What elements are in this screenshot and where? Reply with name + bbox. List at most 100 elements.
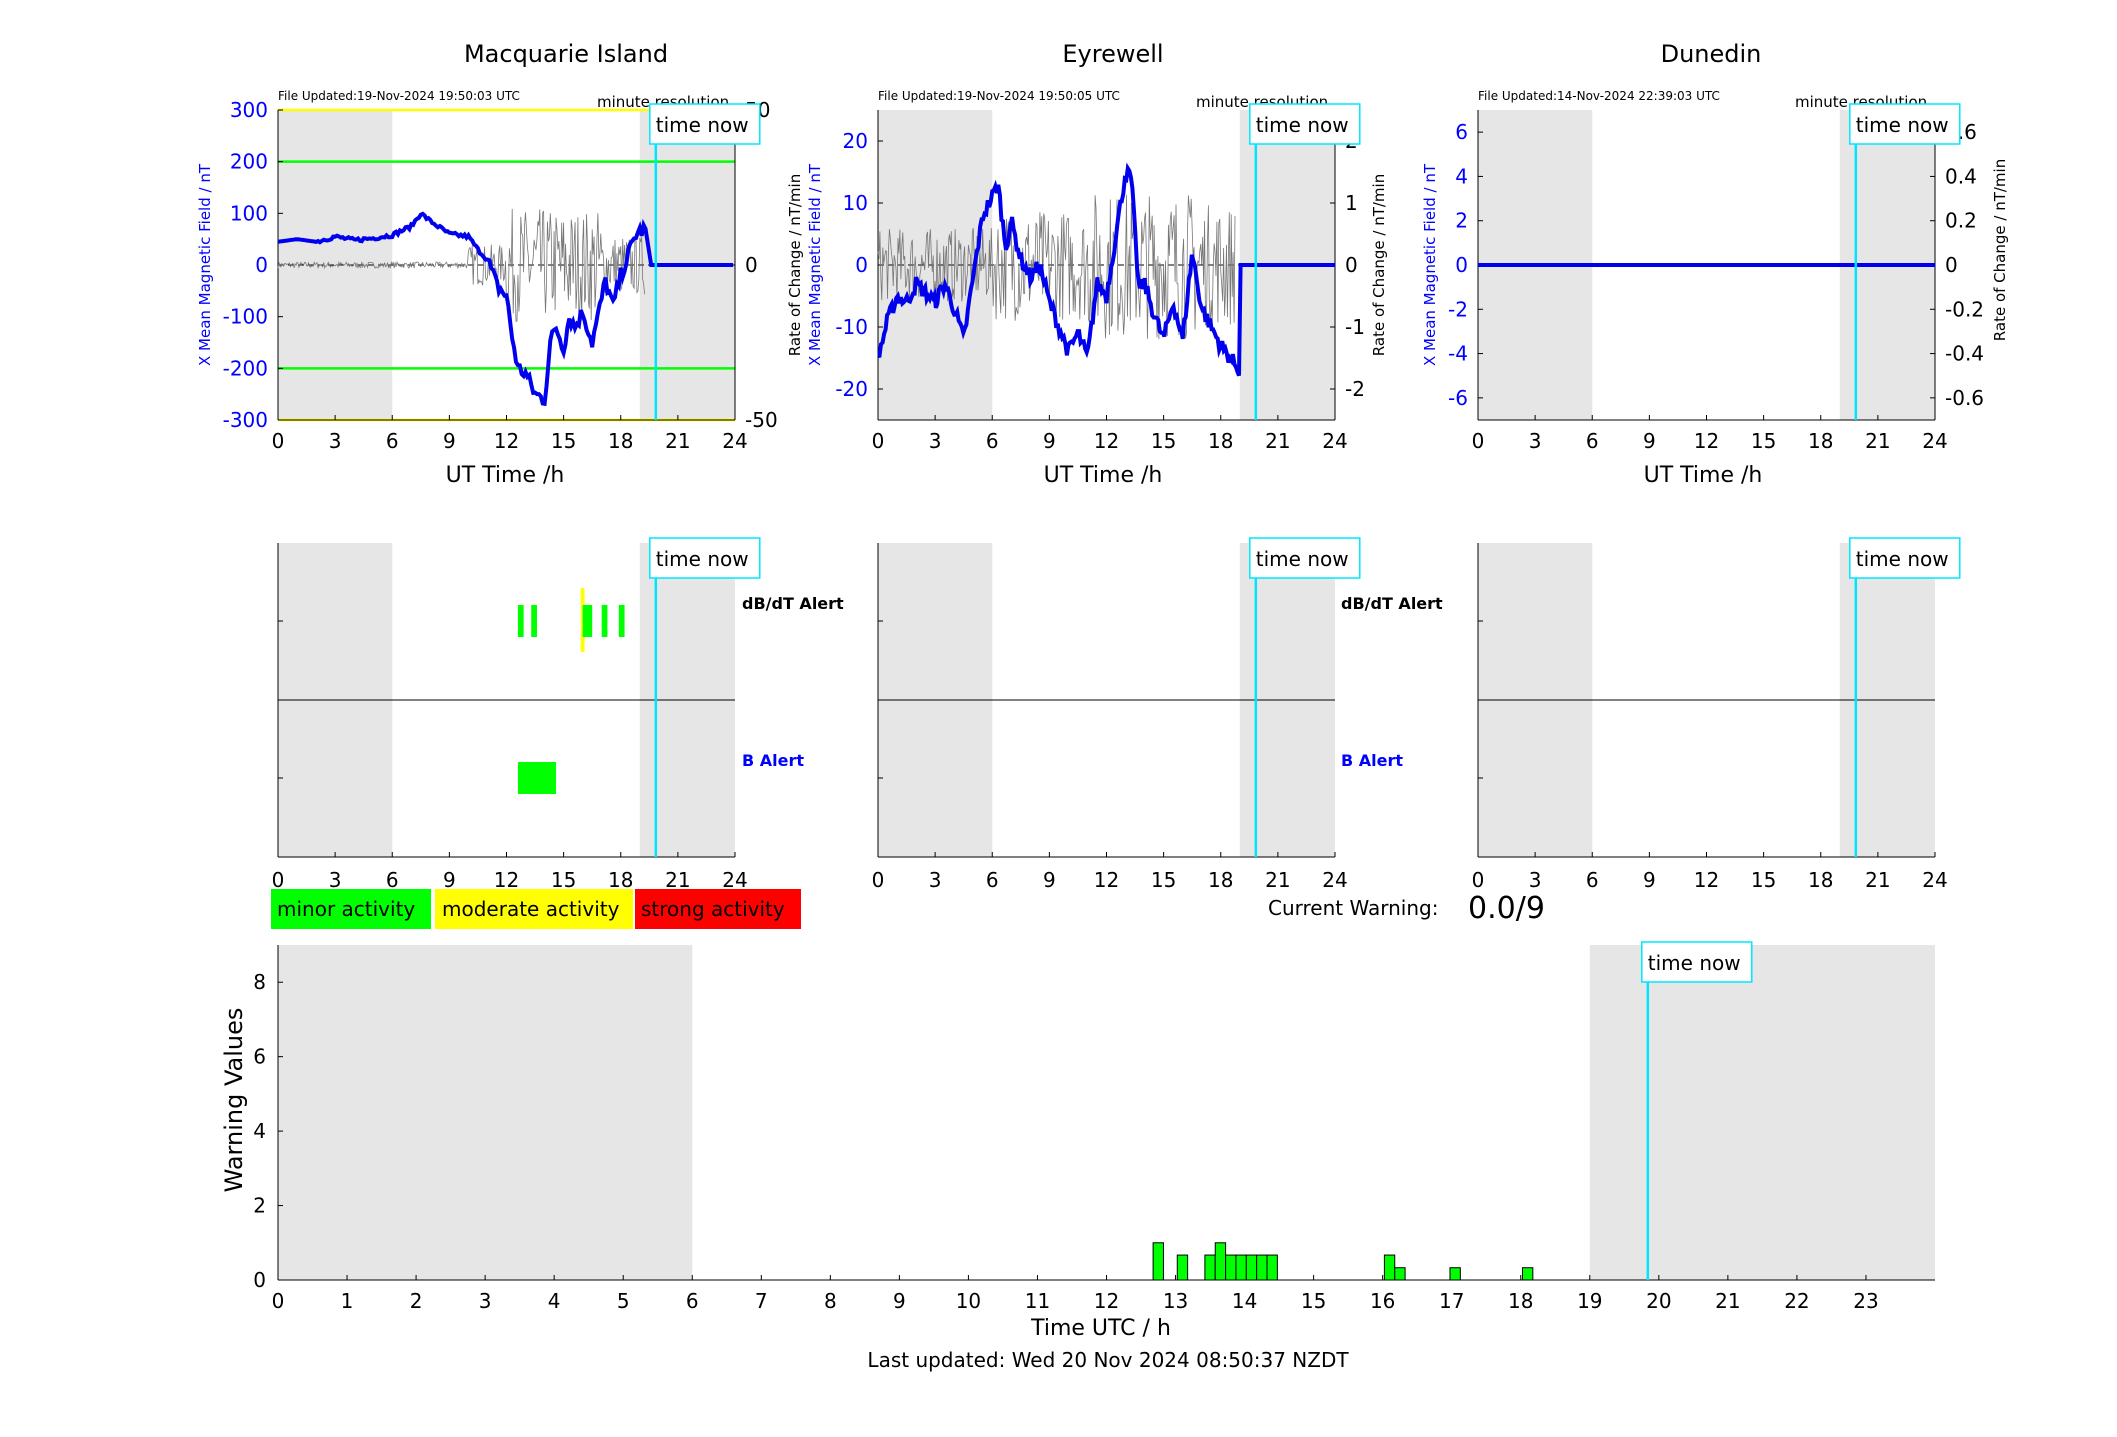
time-now-label: time now [656, 547, 749, 571]
warning-bar [1204, 1254, 1216, 1281]
warning-bar [1225, 1254, 1237, 1281]
x-axis-label: UT Time /h [1644, 463, 1763, 488]
dbdt-alert-bar [618, 605, 625, 637]
x-tick-label: 6 [1586, 868, 1599, 892]
x-tick-label: 21 [665, 429, 690, 453]
warning-bar [1256, 1254, 1268, 1281]
x-tick-label: 9 [1043, 429, 1056, 453]
x-tick-label: 24 [1922, 429, 1947, 453]
alert-panel-3: 0 3 6 9 12 15 18 21 24 time now [1472, 537, 1961, 892]
activity-legend: minor activity moderate activity strong … [271, 889, 801, 929]
y-right-tick-label: 0 [745, 253, 758, 277]
x-tick-label: 21 [665, 868, 690, 892]
y-right-tick-label: 0.2 [1945, 209, 1977, 233]
y-tick-label: -200 [223, 356, 268, 380]
y-axis-label-secondary: Rate of Change / nT/min [786, 174, 804, 356]
x-tick-label: 18 [1808, 429, 1833, 453]
x-tick-label: 7 [755, 1289, 768, 1313]
time-now-label: time now [656, 113, 749, 137]
x-tick-label: 9 [893, 1289, 906, 1313]
x-tick-label: 12 [1694, 429, 1719, 453]
legend-moderate-swatch [435, 889, 633, 929]
y-right-tick-label: -0.2 [1945, 297, 1984, 321]
y-tick-label: 300 [230, 98, 268, 122]
y-right-tick-label: 0.4 [1945, 164, 1977, 188]
night-shading [1589, 945, 1935, 1280]
y-tick-label: -2 [1448, 297, 1468, 321]
alert-panel-1: 0 3 6 9 12 15 18 21 24 time now [272, 537, 761, 892]
time-now-label: time now [1256, 113, 1349, 137]
x-tick-label: 5 [617, 1289, 630, 1313]
dbdt-alert-bar [601, 605, 608, 637]
dbdt-alert-bar [531, 605, 537, 637]
x-tick-label: 12 [1094, 868, 1119, 892]
x-tick-label: 15 [1151, 429, 1176, 453]
x-tick-label: 6 [1586, 429, 1599, 453]
x-tick-label: 15 [1751, 868, 1776, 892]
file-updated-label: File Updated:14-Nov-2024 22:39:03 UTC [1478, 89, 1720, 103]
file-updated-label: File Updated:19-Nov-2024 19:50:03 UTC [278, 89, 520, 103]
x-tick-label: 14 [1232, 1289, 1257, 1313]
x-tick-label: 0 [272, 1289, 285, 1313]
alert-panel-2: 0 3 6 9 12 15 18 21 24 time now [872, 537, 1361, 892]
time-now-box [649, 103, 761, 145]
warning-bar [1521, 1267, 1534, 1281]
time-now-box [1849, 537, 1961, 579]
legend-minor-label: minor activity [277, 897, 415, 921]
night-shading [278, 945, 693, 1280]
panel-eyrewell: Eyrewell File Updated:19-Nov-2024 19:50:… [786, 40, 1388, 366]
x-tick-label: 18 [1508, 1289, 1533, 1313]
x-tick-label: 15 [1751, 429, 1776, 453]
dbdt-alert-label: dB/dT Alert [742, 594, 844, 613]
x-axis-label: UT Time /h [446, 463, 565, 488]
y-axis-label: X Mean Magnetic Field / nT [196, 163, 214, 366]
plot-layer: 0 3 6 9 12 15 18 21 24-300-200-1000100200300-500… [223, 98, 1984, 1313]
y-tick-label: 0 [255, 253, 268, 277]
x-tick-label: 11 [1025, 1289, 1050, 1313]
x-tick-label: 3 [1529, 868, 1542, 892]
legend-moderate-label: moderate activity [442, 897, 620, 921]
y-right-tick-label: -50 [745, 408, 778, 432]
x-tick-label: 12 [494, 429, 519, 453]
x-axis-label: UT Time /h [1044, 463, 1163, 488]
y-tick-label: -300 [223, 408, 268, 432]
warning-bar [1383, 1254, 1396, 1281]
x-tick-label: 12 [494, 868, 519, 892]
mean-field-trace [877, 162, 1335, 377]
b-alert-label: B Alert [1341, 751, 1403, 770]
x-tick-label: 22 [1784, 1289, 1809, 1313]
y-axis-label: X Mean Magnetic Field / nT [1421, 163, 1439, 366]
y-axis-right-label: Rate of Change / nT/min [1991, 159, 2009, 341]
x-tick-label: 0 [1472, 868, 1485, 892]
time-now-box [1249, 103, 1361, 145]
y-tick-label: 0 [253, 1268, 266, 1292]
x-tick-label: 18 [1808, 868, 1833, 892]
legend-strong-swatch [635, 889, 801, 929]
x-tick-label: 9 [443, 868, 456, 892]
x-tick-label: 9 [1643, 429, 1656, 453]
warning-bar [1245, 1254, 1258, 1281]
x-tick-label: 9 [1043, 868, 1056, 892]
last-updated-footer: Last updated: Wed 20 Nov 2024 08:50:37 N… [867, 1348, 1349, 1372]
warning-x-axis-label: Time UTC / h [1030, 1316, 1171, 1341]
station-title: Eyrewell [1062, 40, 1163, 68]
dbdt-alert-label: dB/dT Alert [1341, 594, 1443, 613]
x-tick-label: 9 [443, 429, 456, 453]
x-tick-label: 21 [1715, 1289, 1740, 1313]
x-tick-label: 3 [329, 429, 342, 453]
x-tick-label: 9 [1643, 868, 1656, 892]
time-now-box [1849, 103, 1961, 145]
b-alert-bar [517, 762, 557, 794]
x-tick-label: 6 [986, 429, 999, 453]
dbdt-alert-bar [517, 605, 524, 637]
x-tick-label: 18 [1208, 429, 1233, 453]
x-tick-label: 2 [410, 1289, 423, 1313]
x-tick-label: 24 [1922, 868, 1947, 892]
time-now-box [1641, 941, 1753, 983]
x-tick-label: 19 [1577, 1289, 1602, 1313]
y-tick-label: 100 [230, 201, 268, 225]
x-tick-label: 10 [956, 1289, 981, 1313]
time-now-label: time now [1648, 951, 1741, 975]
y-tick-label: -6 [1448, 386, 1468, 410]
time-now-label: time now [1856, 113, 1949, 137]
